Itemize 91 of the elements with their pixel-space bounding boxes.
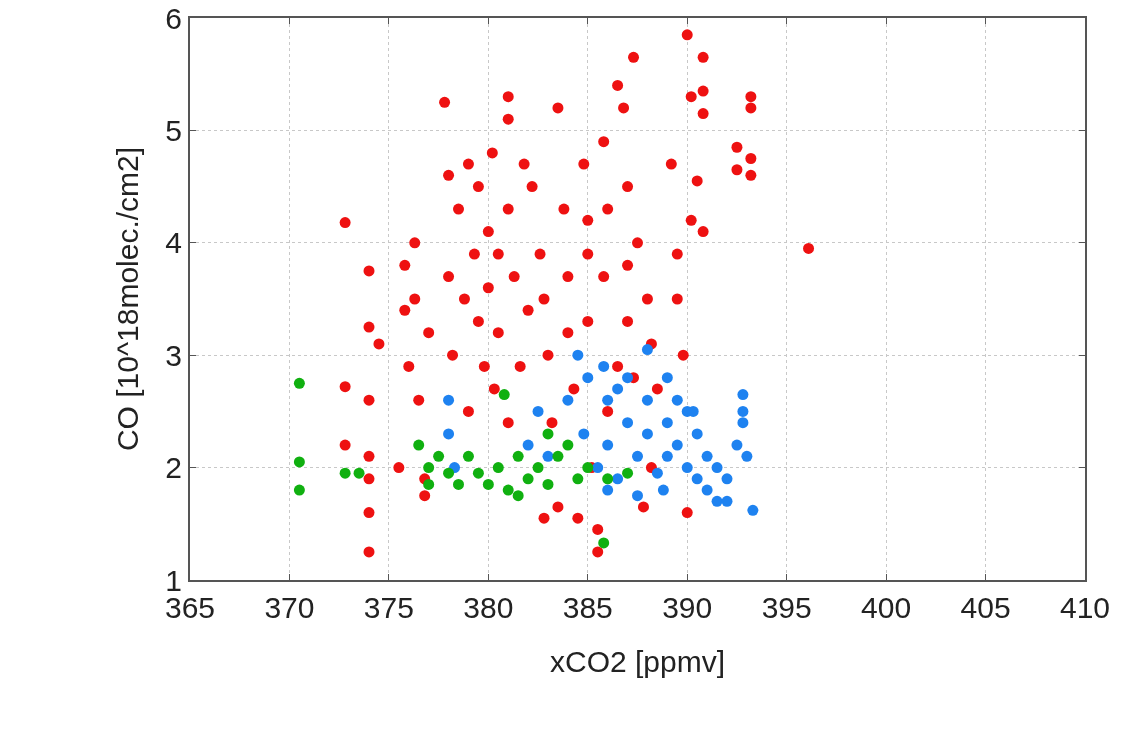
point (622, 417, 634, 429)
point (582, 372, 594, 384)
point (572, 349, 584, 361)
point (641, 428, 653, 440)
point (433, 450, 445, 462)
y-axis-title: CO [10^18molec./cm2] (110, 146, 144, 452)
x-tick-label: 405 (960, 591, 1011, 624)
point (701, 484, 713, 496)
point (737, 417, 749, 429)
x-tick-label: 390 (662, 591, 713, 624)
point (293, 456, 305, 468)
point (572, 473, 584, 485)
y-tick-label: 4 (165, 226, 182, 260)
point (657, 484, 669, 496)
point (443, 428, 455, 440)
point (641, 394, 653, 406)
point (498, 389, 510, 401)
point (492, 462, 504, 474)
point (691, 428, 703, 440)
x-tick-label: 410 (1059, 591, 1111, 624)
point (453, 478, 464, 490)
point (542, 478, 554, 490)
point (413, 439, 425, 451)
point (522, 439, 534, 451)
x-tick-label: 380 (463, 591, 514, 624)
point (522, 473, 534, 485)
point (542, 428, 554, 440)
point (737, 405, 749, 417)
point (472, 467, 484, 479)
point (737, 389, 749, 401)
point (592, 462, 604, 474)
x-tick-label: 375 (363, 591, 414, 624)
point (512, 450, 524, 462)
point (293, 484, 305, 496)
point (632, 450, 643, 462)
point (542, 450, 554, 462)
point (711, 495, 723, 507)
point (502, 484, 514, 496)
point (552, 450, 564, 462)
point (602, 484, 614, 496)
point (602, 439, 614, 451)
point (671, 394, 683, 406)
point (512, 490, 524, 502)
point (641, 344, 653, 356)
point (711, 462, 723, 474)
x-axis-title: xCO2 [ppmv] (549, 645, 726, 678)
point (661, 450, 673, 462)
point (632, 490, 643, 502)
point (622, 372, 634, 384)
point (671, 439, 683, 451)
y-tick-label: 3 (165, 338, 182, 372)
point (598, 537, 610, 549)
point (423, 478, 435, 490)
x-tick-label: 370 (264, 591, 315, 624)
point (651, 467, 663, 479)
point (353, 467, 365, 479)
point (562, 394, 574, 406)
point (731, 439, 743, 451)
point (602, 394, 614, 406)
point (423, 462, 435, 474)
point (293, 377, 305, 389)
point (661, 417, 673, 429)
y-tick-label: 2 (165, 451, 182, 485)
point (598, 360, 610, 372)
point (443, 394, 455, 406)
x-tick-label: 385 (562, 591, 613, 624)
y-tick-label: 5 (165, 113, 182, 147)
point (721, 473, 733, 485)
point (741, 450, 753, 462)
y-tick-label: 6 (165, 1, 182, 35)
point (622, 467, 634, 479)
point (661, 372, 673, 384)
x-tick-label: 400 (861, 591, 912, 624)
point (582, 462, 594, 474)
point (612, 473, 624, 485)
point (691, 473, 703, 485)
x-tick-label: 395 (761, 591, 812, 624)
point (612, 383, 624, 395)
point (462, 450, 474, 462)
point (443, 467, 455, 479)
point (701, 450, 713, 462)
point (532, 405, 544, 417)
point (482, 478, 494, 490)
point (578, 428, 590, 440)
point (721, 495, 733, 507)
point (532, 462, 544, 474)
point (747, 504, 759, 516)
point (602, 473, 614, 485)
point (339, 467, 351, 479)
point (681, 462, 693, 474)
point (562, 439, 574, 451)
